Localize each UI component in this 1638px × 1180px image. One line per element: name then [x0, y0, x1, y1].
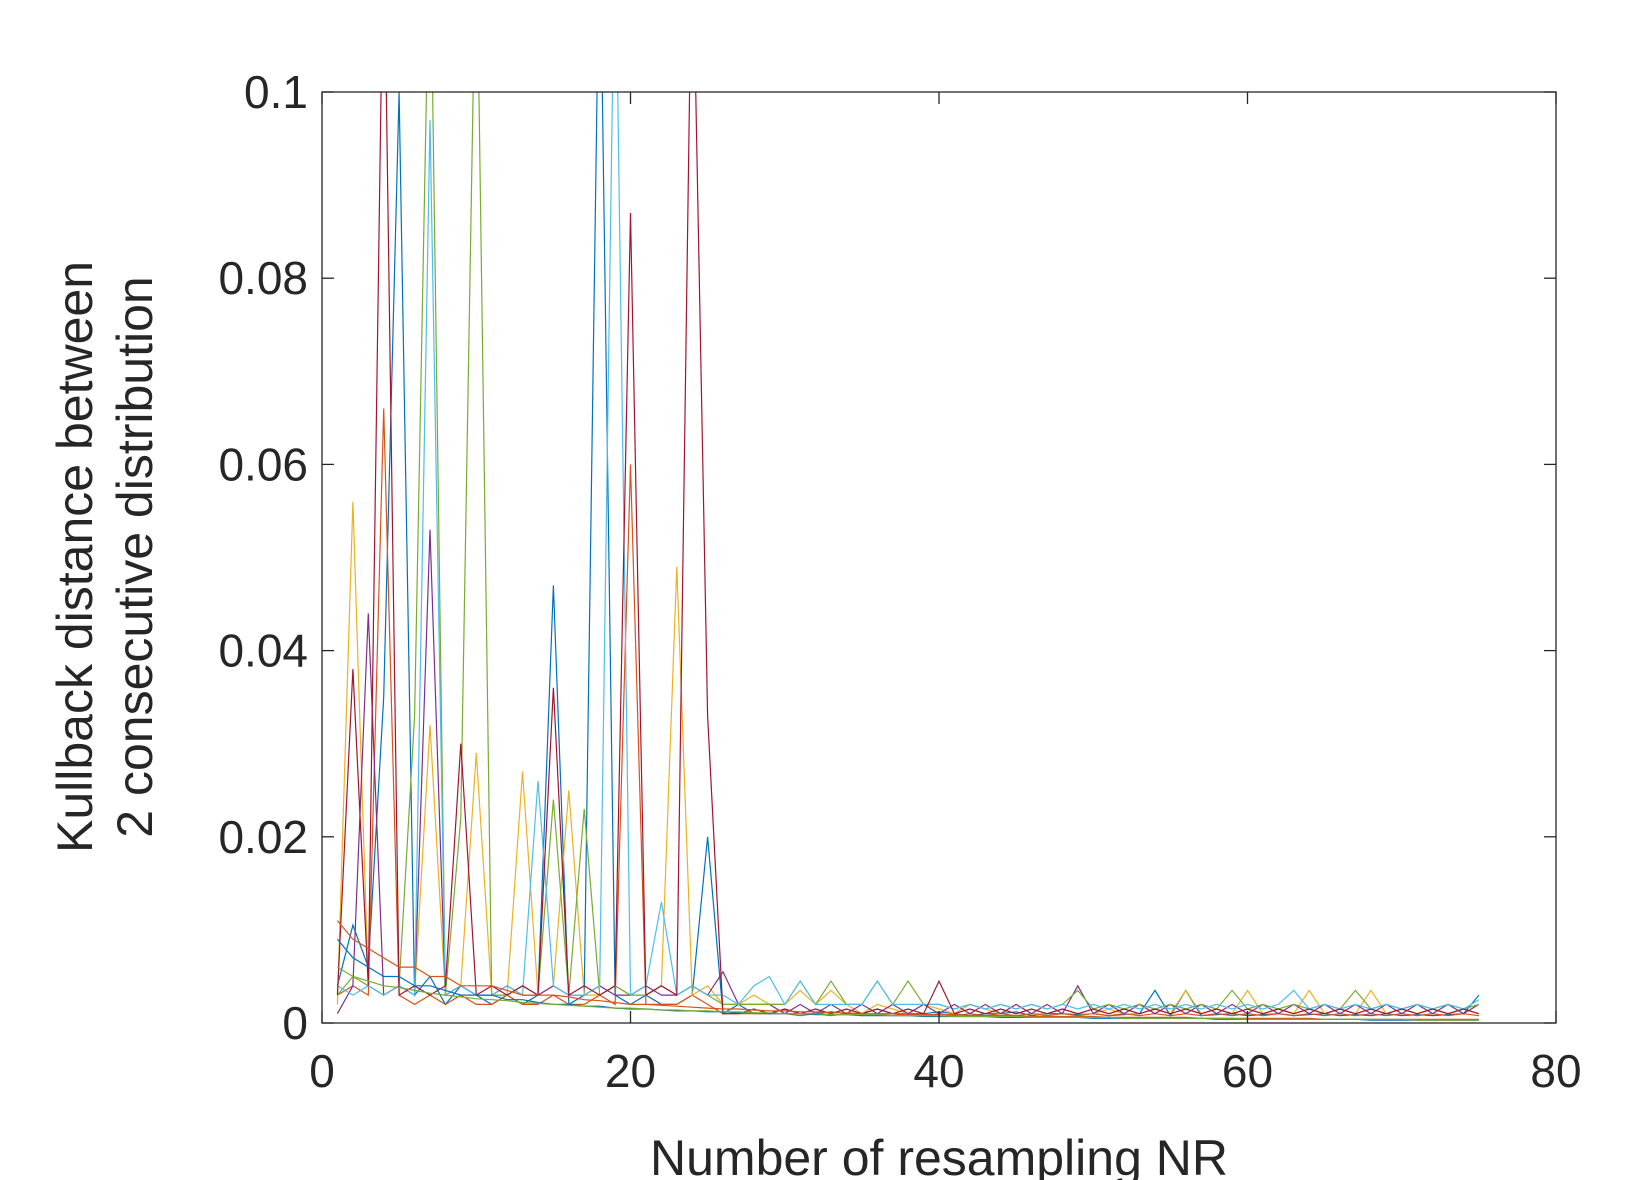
x-tick-label: 40: [913, 1045, 964, 1097]
series-line-10: [337, 966, 1479, 1021]
y-tick-label: 0.06: [218, 438, 308, 490]
y-tick-label: 0: [282, 997, 308, 1049]
series-line-6: [337, 92, 1480, 1010]
y-tick-label: 0.04: [218, 625, 308, 677]
y-tick-label: 0.1: [244, 66, 308, 118]
y-axis-title: Kullback distance between 2 consecutive …: [47, 261, 163, 853]
y-axis-title-line-1: Kullback distance between: [47, 261, 103, 853]
series-line-7: [336, 92, 1480, 1015]
x-tick-label: 60: [1222, 1045, 1273, 1097]
x-tick-label: 80: [1530, 1045, 1581, 1097]
series-line-9: [336, 920, 1479, 1020]
plot-frame: [321, 91, 1557, 1024]
plot-area: [322, 92, 1556, 1023]
x-axis-title: Number of resampling NR: [650, 1130, 1228, 1180]
x-tick-label: 0: [309, 1045, 335, 1097]
series-layer: [336, 92, 1480, 1021]
y-tick-label: 0.08: [218, 252, 308, 304]
tick-layer: 0 20 40 60 80 0 0.02 0.04 0.06 0.08 0.1: [218, 66, 1581, 1097]
y-axis-title-line-2: 2 consecutive distribution: [107, 276, 163, 837]
x-tick-label: 20: [605, 1045, 656, 1097]
y-tick-label: 0.02: [218, 811, 308, 863]
